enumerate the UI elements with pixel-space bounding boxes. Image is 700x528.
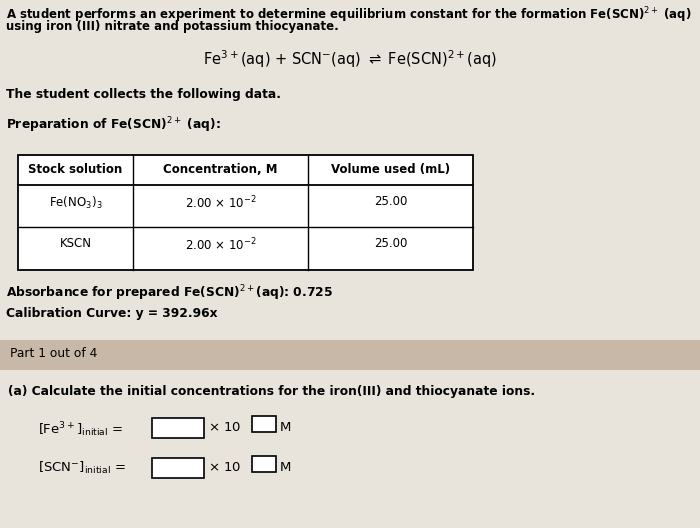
Text: The student collects the following data.: The student collects the following data. bbox=[6, 88, 281, 101]
Text: 2.00 $\times$ 10$^{-2}$: 2.00 $\times$ 10$^{-2}$ bbox=[185, 195, 256, 212]
Text: $\times$ 10: $\times$ 10 bbox=[208, 461, 241, 474]
Bar bbox=[252, 456, 276, 472]
Text: [SCN$^{-}$]$_{\mathrm{initial}}$ =: [SCN$^{-}$]$_{\mathrm{initial}}$ = bbox=[38, 460, 126, 476]
Text: M: M bbox=[280, 421, 291, 434]
Text: KSCN: KSCN bbox=[60, 237, 92, 250]
Text: 25.00: 25.00 bbox=[374, 237, 407, 250]
Bar bbox=[18, 155, 473, 270]
Text: Calibration Curve: y = 392.96x: Calibration Curve: y = 392.96x bbox=[6, 307, 218, 320]
Text: 2.00 $\times$ 10$^{-2}$: 2.00 $\times$ 10$^{-2}$ bbox=[185, 237, 256, 253]
Text: Preparation of Fe(SCN)$^{2+}$ (aq):: Preparation of Fe(SCN)$^{2+}$ (aq): bbox=[6, 115, 220, 135]
Text: A student performs an experiment to determine equilibrium constant for the forma: A student performs an experiment to dete… bbox=[6, 5, 692, 25]
Bar bbox=[0, 340, 700, 370]
Text: 25.00: 25.00 bbox=[374, 195, 407, 208]
Text: Part 1 out of 4: Part 1 out of 4 bbox=[10, 347, 97, 360]
Text: Stock solution: Stock solution bbox=[29, 163, 122, 176]
Text: $\times$ 10: $\times$ 10 bbox=[208, 421, 241, 434]
Bar bbox=[152, 458, 204, 478]
Text: using iron (III) nitrate and potassium thiocyanate.: using iron (III) nitrate and potassium t… bbox=[6, 20, 339, 33]
Text: Absorbance for prepared Fe(SCN)$^{2+}$(aq): 0.725: Absorbance for prepared Fe(SCN)$^{2+}$(a… bbox=[6, 283, 333, 303]
Text: Volume used (mL): Volume used (mL) bbox=[331, 163, 450, 176]
Text: (a) Calculate the initial concentrations for the iron(III) and thiocyanate ions.: (a) Calculate the initial concentrations… bbox=[8, 385, 535, 398]
Text: Concentration, M: Concentration, M bbox=[163, 163, 278, 176]
Bar bbox=[252, 416, 276, 432]
Bar bbox=[152, 418, 204, 438]
Text: [Fe$^{3+}$]$_{\mathrm{initial}}$ =: [Fe$^{3+}$]$_{\mathrm{initial}}$ = bbox=[38, 420, 123, 439]
Text: Fe(NO$_3$)$_3$: Fe(NO$_3$)$_3$ bbox=[49, 195, 102, 211]
Text: Fe$^{3+}$(aq) + SCN$^{-}$(aq) $\rightleftharpoons$ Fe(SCN)$^{2+}$(aq): Fe$^{3+}$(aq) + SCN$^{-}$(aq) $\rightlef… bbox=[203, 48, 497, 70]
Text: M: M bbox=[280, 461, 291, 474]
